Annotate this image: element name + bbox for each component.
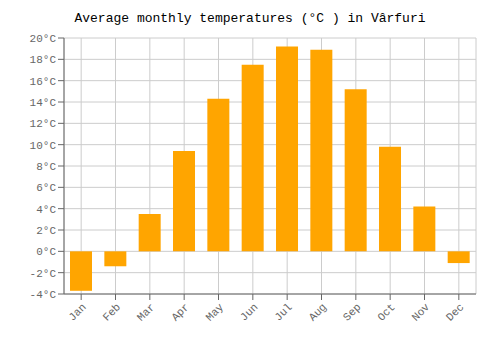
- svg-text:-4°C: -4°C: [30, 289, 57, 301]
- svg-text:Apr: Apr: [169, 301, 191, 323]
- svg-text:Jul: Jul: [272, 301, 294, 323]
- svg-text:May: May: [204, 301, 227, 324]
- html-text:Average monthly temperatures (: Average monthly temperatures (°C ) in Vâ…: [74, 11, 426, 26]
- svg-text:Mar: Mar: [135, 301, 157, 323]
- svg-text:-2°C: -2°C: [30, 268, 57, 280]
- svg-text:Feb: Feb: [101, 301, 123, 323]
- svg-text:Jan: Jan: [66, 301, 88, 323]
- svg-text:16°C: 16°C: [30, 76, 57, 88]
- svg-text:20°C: 20°C: [30, 33, 57, 45]
- svg-text:12°C: 12°C: [30, 118, 57, 130]
- svg-text:10°C: 10°C: [30, 140, 57, 152]
- svg-text:0°C: 0°C: [36, 246, 56, 258]
- svg-text:Dec: Dec: [444, 301, 466, 323]
- svg-text:14°C: 14°C: [30, 97, 57, 109]
- svg-text:Oct: Oct: [375, 301, 397, 323]
- svg-text:Sep: Sep: [341, 301, 363, 323]
- svg-text:6°C: 6°C: [36, 182, 56, 194]
- svg-text:8°C: 8°C: [36, 161, 56, 173]
- svg-text:18°C: 18°C: [30, 54, 57, 66]
- svg-text:Nov: Nov: [410, 301, 433, 324]
- svg-text:2°C: 2°C: [36, 225, 56, 237]
- svg-text:Aug: Aug: [307, 301, 329, 323]
- svg-text:4°C: 4°C: [36, 204, 56, 216]
- svg-text:Jun: Jun: [238, 301, 260, 323]
